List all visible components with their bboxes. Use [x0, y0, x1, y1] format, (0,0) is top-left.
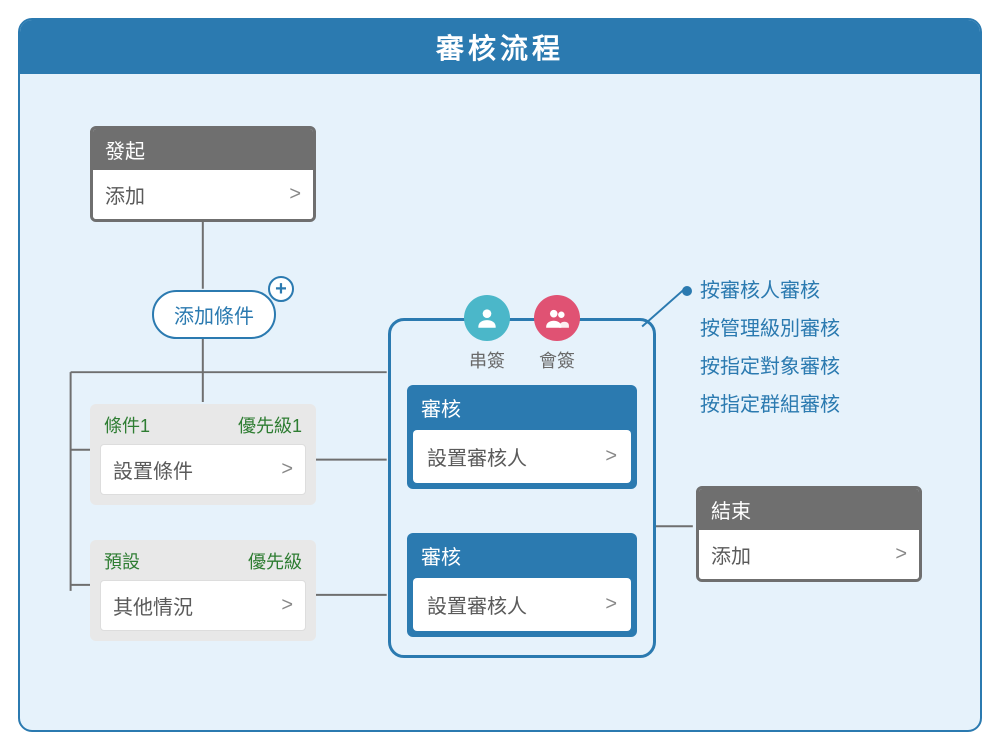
- bullet-icon: [682, 286, 692, 296]
- end-node-body-label: 添加: [711, 540, 751, 569]
- person-icon: [464, 295, 510, 341]
- condition-1-left-label: 條件1: [104, 412, 150, 438]
- condition-2-body[interactable]: 其他情況 >: [100, 580, 306, 631]
- add-condition-label: 添加條件: [174, 306, 254, 328]
- add-condition-button[interactable]: 添加條件: [152, 290, 276, 339]
- people-icon: [534, 295, 580, 341]
- review-card-1-title: 審核: [407, 385, 637, 430]
- review-card-2-title: 審核: [407, 533, 637, 578]
- workflow-frame: 審核流程: [18, 18, 982, 732]
- review-card-2-body-label: 設置審核人: [427, 590, 527, 619]
- sign-parallel-label: 會簽: [539, 347, 575, 373]
- sign-type-icons: 串簽 會簽: [391, 295, 653, 373]
- review-card-1-body[interactable]: 設置審核人 >: [413, 430, 631, 483]
- condition-2-left-label: 預設: [104, 548, 140, 574]
- page-title: 審核流程: [436, 27, 564, 67]
- hint-item-4: 按指定群組審核: [682, 386, 840, 424]
- sign-serial[interactable]: 串簽: [464, 295, 510, 373]
- canvas: 發起 添加 > 添加條件 + 條件1 優先級1 設置條件 >: [20, 74, 980, 730]
- review-card-1: 審核 設置審核人 >: [407, 385, 637, 489]
- condition-2-header: 預設 優先級: [100, 548, 306, 580]
- review-card-2: 審核 設置審核人 >: [407, 533, 637, 637]
- end-node: 結束 添加 >: [696, 486, 922, 582]
- condition-1-right-label: 優先級1: [238, 412, 302, 438]
- review-type-hints: 按審核人審核 按管理級別審核 按指定對象審核 按指定群組審核: [682, 272, 840, 424]
- condition-1-body-label: 設置條件: [113, 455, 193, 484]
- sign-serial-label: 串簽: [469, 347, 505, 373]
- review-card-1-body-label: 設置審核人: [427, 442, 527, 471]
- condition-2-right-label: 優先級: [248, 548, 302, 574]
- condition-1-header: 條件1 優先級1: [100, 412, 306, 444]
- start-node-body-label: 添加: [105, 180, 145, 209]
- condition-1-body[interactable]: 設置條件 >: [100, 444, 306, 495]
- hint-item-2: 按管理級別審核: [682, 310, 840, 348]
- chevron-right-icon: >: [281, 594, 293, 617]
- hint-item-3: 按指定對象審核: [682, 348, 840, 386]
- title-bar: 審核流程: [20, 20, 980, 74]
- end-node-title: 結束: [699, 489, 919, 530]
- plus-icon[interactable]: +: [268, 276, 294, 302]
- condition-card-1: 條件1 優先級1 設置條件 >: [90, 404, 316, 505]
- chevron-right-icon: >: [895, 543, 907, 566]
- hint-item-1: 按審核人審核: [682, 272, 840, 310]
- start-node-body[interactable]: 添加 >: [93, 170, 313, 219]
- start-node-title: 發起: [93, 129, 313, 170]
- condition-2-body-label: 其他情況: [113, 591, 193, 620]
- chevron-right-icon: >: [605, 593, 617, 616]
- condition-card-2: 預設 優先級 其他情況 >: [90, 540, 316, 641]
- start-node: 發起 添加 >: [90, 126, 316, 222]
- review-panel: 串簽 會簽 審核 設置審核人 >: [388, 318, 656, 658]
- review-card-2-body[interactable]: 設置審核人 >: [413, 578, 631, 631]
- end-node-body[interactable]: 添加 >: [699, 530, 919, 579]
- chevron-right-icon: >: [605, 445, 617, 468]
- sign-parallel[interactable]: 會簽: [534, 295, 580, 373]
- chevron-right-icon: >: [289, 183, 301, 206]
- chevron-right-icon: >: [281, 458, 293, 481]
